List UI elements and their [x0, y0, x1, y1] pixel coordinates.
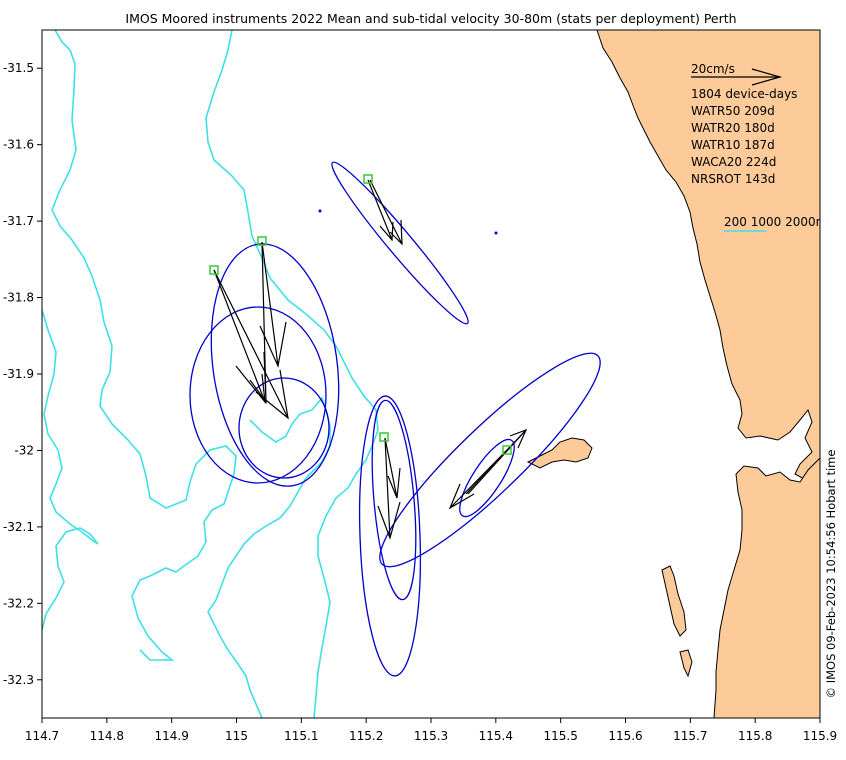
- legend-deployment: WACA20 224d: [691, 155, 776, 169]
- station-marker-waca20: [502, 445, 512, 455]
- y-tick-label: -31.7: [3, 214, 34, 228]
- arrow-watr10: [249, 241, 287, 404]
- variance-ellipses: [189, 161, 601, 677]
- dot-marker: [494, 231, 498, 235]
- x-axis: 114.7 114.8 114.9 115 115.1 115.2 115.3 115.4 11…: [25, 718, 837, 743]
- x-tick-label: 114.7: [25, 729, 59, 743]
- x-tick-label: 114.8: [90, 729, 124, 743]
- x-tick-label: 115.4: [479, 729, 513, 743]
- x-tick-label: 115.3: [414, 729, 448, 743]
- x-tick-label: 115: [225, 729, 248, 743]
- velocity-arrows: [213, 179, 528, 540]
- y-tick-label: -32.1: [3, 520, 34, 534]
- land-peninsula: [713, 457, 820, 718]
- station-marker-watr20: [209, 265, 219, 275]
- x-tick-label: 115.2: [349, 729, 383, 743]
- ellipse-watr10: [210, 243, 340, 487]
- ellipse-watr50-inner: [371, 399, 417, 601]
- bathymetry-contour-1000m: [205, 30, 379, 718]
- bathymetry-contour-shelf: [207, 396, 331, 718]
- ellipse-watr50: [358, 395, 422, 677]
- ellipse-nrsrot: [331, 161, 469, 325]
- y-tick-label: -31.8: [3, 291, 34, 305]
- copyright-label: © IMOS 09-Feb-2023 10:54:56 Hobart time: [824, 450, 838, 699]
- y-tick-label: -31.5: [3, 61, 34, 75]
- chart-title: IMOS Moored instruments 2022 Mean and su…: [125, 11, 736, 26]
- dot-marker: [318, 209, 322, 213]
- y-axis: -31.5 -31.6 -31.7 -31.8 -31.9 -32 -32.1 -32.2 -3…: [3, 61, 42, 687]
- bathymetry-contours: [42, 30, 379, 718]
- land-garden-island: [661, 565, 687, 637]
- legend-deployment: WATR20 180d: [691, 121, 775, 135]
- arrow-nrsrot: [367, 179, 403, 246]
- x-tick-label: 115.5: [543, 729, 577, 743]
- x-tick-label: 115.6: [608, 729, 642, 743]
- ellipse-waca20: [379, 352, 601, 568]
- y-tick-label: -32: [14, 443, 34, 457]
- x-tick-label: 115.9: [803, 729, 837, 743]
- legend-deployment: WATR50 209d: [691, 104, 775, 118]
- bathymetry-contour-2000m: [42, 309, 99, 631]
- bathymetry-contour-200m: [51, 30, 237, 661]
- land-small-island: [679, 649, 693, 678]
- x-tick-label: 115.7: [673, 729, 707, 743]
- land-mainland: [596, 30, 820, 481]
- legend-deployment: WATR10 187d: [691, 138, 775, 152]
- legend: 20cm/s 1804 device-days WATR50 209d WATR…: [691, 62, 827, 232]
- station-marker-nrsrot: [363, 174, 373, 184]
- arrow-waca20: [448, 428, 528, 510]
- station-marker-watr50: [379, 432, 389, 442]
- arrow-watr20: [213, 269, 289, 420]
- y-tick-label: -31.6: [3, 138, 34, 152]
- land-rottnest: [526, 437, 593, 469]
- ellipse-watr20-inner: [238, 377, 330, 479]
- ellipse-watr20: [189, 306, 327, 484]
- arrow-watr50: [377, 437, 401, 540]
- y-tick-label: -32.2: [3, 596, 34, 610]
- scale-arrow-head: [751, 68, 783, 86]
- legend-bathymetry-label: 200 1000 2000m: [724, 215, 827, 229]
- station-markers: [209, 174, 512, 455]
- ellipse-waca20-inner: [459, 438, 515, 518]
- legend-total: 1804 device-days: [691, 87, 797, 101]
- x-tick-label: 114.9: [154, 729, 188, 743]
- legend-deployment: NRSROT 143d: [691, 172, 775, 186]
- y-tick-label: -31.9: [3, 367, 34, 381]
- legend-scale-label: 20cm/s: [691, 62, 735, 76]
- x-tick-label: 115.1: [284, 729, 318, 743]
- station-marker-watr10: [257, 236, 267, 246]
- x-tick-label: 115.8: [738, 729, 772, 743]
- map-area: 20cm/s 1804 device-days WATR50 209d WATR…: [42, 30, 827, 718]
- y-tick-label: -32.3: [3, 673, 34, 687]
